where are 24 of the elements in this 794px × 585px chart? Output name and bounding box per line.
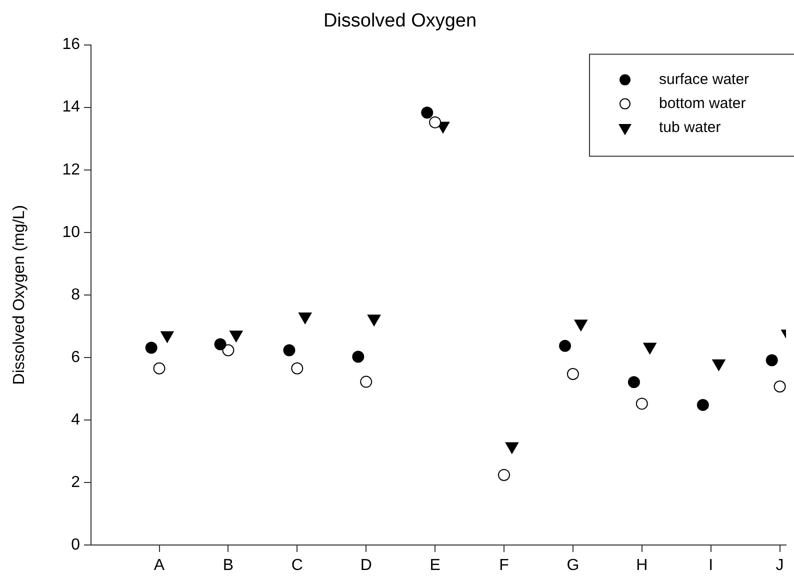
y-tick-label: 6 [71,348,80,366]
x-tick-label: A [154,557,165,574]
x-tick-label: I [708,557,714,574]
x-tick-label: F [499,557,510,574]
y-tick-label: 12 [62,161,80,178]
legend-label: bottom water [659,94,746,112]
x-tick-label: B [222,557,234,574]
y-tick-label: 10 [62,224,80,241]
y-axis-title: Dissolved Oxygen (mg/L) [11,205,28,385]
x-tick-label: E [430,557,440,574]
y-tick-label: 0 [71,536,80,554]
x-tick-label: J [776,557,784,574]
y-tick-label: 16 [62,36,80,54]
chart-title: Dissolved Oxygen [323,10,477,32]
y-tick-label: 2 [71,474,80,491]
x-tick-label: D [360,557,372,574]
y-tick-label: 14 [62,98,80,116]
y-tick-label: 8 [71,286,80,304]
x-tick-label: C [291,557,303,574]
y-tick-label: 4 [71,411,80,428]
x-tick-label: G [566,557,580,574]
x-tick-label: H [636,557,648,574]
legend-label: surface water [659,70,750,88]
legend-label: tub water [659,118,721,136]
